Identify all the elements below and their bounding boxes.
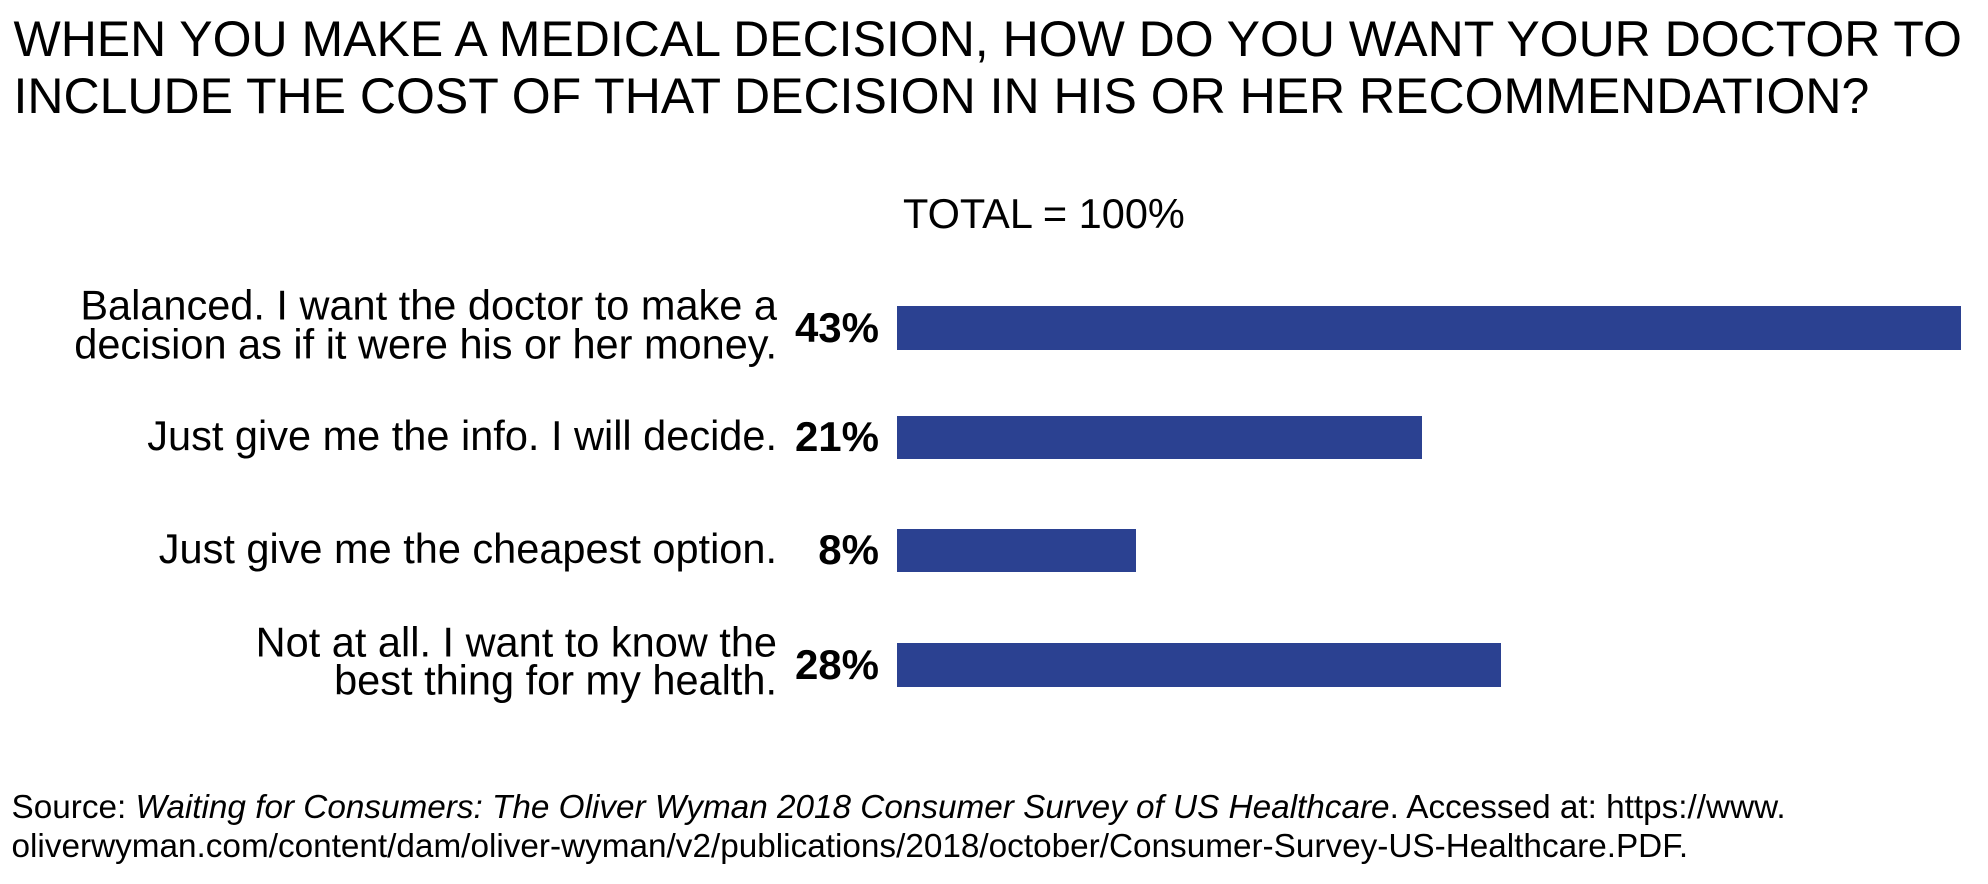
bar-cheapest	[896, 528, 1136, 573]
category-label: Balanced. I want the doctor to make a de…	[74, 281, 777, 368]
bar-row-not-at-all: Not at all. I want to know the best thin…	[0, 621, 1988, 701]
bar-row-balanced: Balanced. I want the doctor to make a de…	[0, 284, 1988, 364]
bar-row-just-info: Just give me the info. I will decide. 21…	[0, 412, 1988, 461]
value-label: 28%	[794, 640, 879, 688]
value-label: 8%	[818, 526, 879, 574]
category-label: Just give me the cheapest option.	[158, 525, 777, 573]
source-prefix: Source:	[11, 788, 136, 826]
category-label: Not at all. I want to know the best thin…	[255, 618, 777, 704]
bar-just-info	[896, 415, 1422, 460]
bar-balanced	[896, 306, 1961, 350]
bar-row-cheapest: Just give me the cheapest option. 8%	[0, 525, 1988, 574]
source-note: Source: Waiting for Consumers: The Olive…	[12, 788, 1786, 867]
chart-title: WHEN YOU MAKE A MEDICAL DECISION, HOW DO…	[13, 10, 1962, 124]
value-label: 21%	[794, 413, 879, 461]
source-suffix: . Accessed at: https://www. oliverwyman.…	[11, 788, 1786, 866]
total-annotation: TOTAL = 100%	[903, 190, 1185, 237]
category-label: Just give me the info. I will decide.	[147, 412, 777, 460]
source-publication-title: Waiting for Consumers: The Oliver Wyman …	[135, 788, 1390, 826]
bar-not-at-all	[896, 643, 1501, 687]
value-label: 43%	[794, 304, 879, 352]
